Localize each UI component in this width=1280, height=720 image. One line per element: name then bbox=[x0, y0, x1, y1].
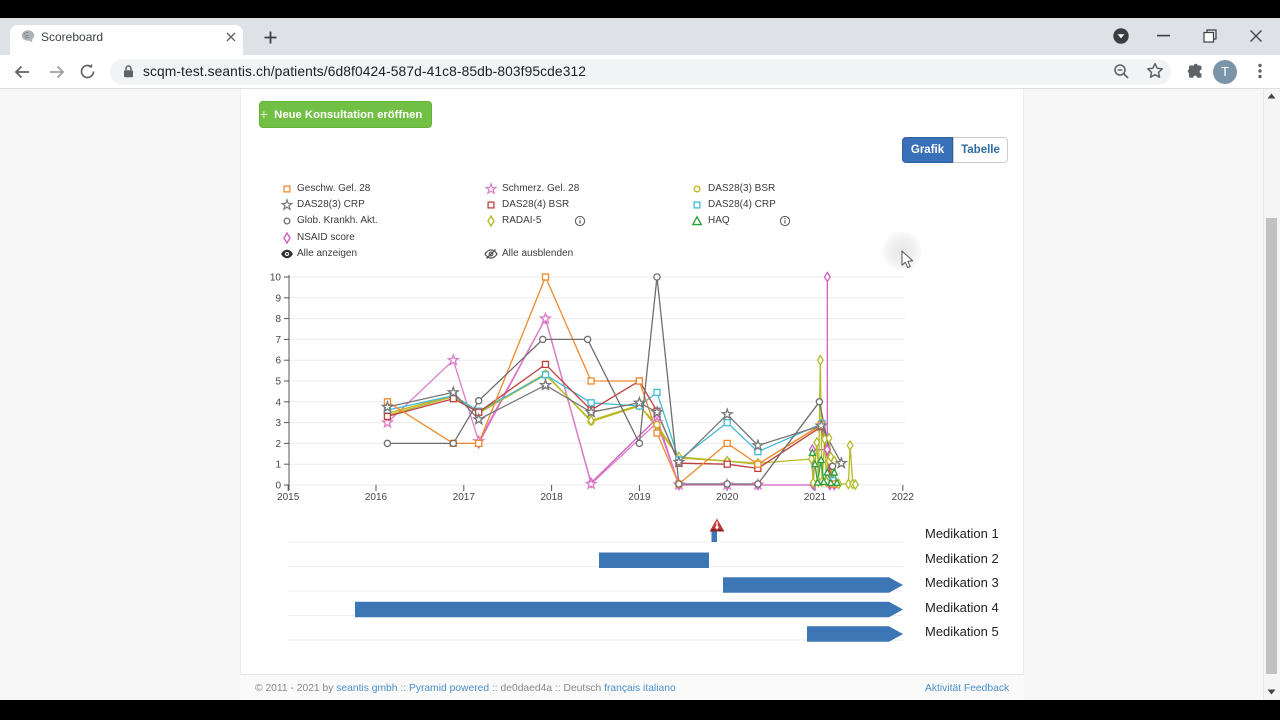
svg-text:5: 5 bbox=[275, 377, 281, 388]
svg-text:8: 8 bbox=[275, 314, 281, 325]
svg-text:3: 3 bbox=[275, 418, 281, 429]
svg-text:2018: 2018 bbox=[540, 492, 563, 503]
svg-text:10: 10 bbox=[270, 273, 282, 284]
svg-text:1: 1 bbox=[275, 460, 281, 471]
svg-text:9: 9 bbox=[275, 293, 281, 304]
svg-text:2019: 2019 bbox=[628, 492, 651, 503]
svg-text:2020: 2020 bbox=[716, 492, 739, 503]
svg-text:2016: 2016 bbox=[365, 492, 388, 503]
svg-text:2022: 2022 bbox=[892, 492, 915, 503]
svg-text:2021: 2021 bbox=[804, 492, 827, 503]
svg-text:6: 6 bbox=[275, 356, 281, 367]
svg-text:0: 0 bbox=[275, 481, 281, 492]
svg-text:7: 7 bbox=[275, 335, 281, 346]
svg-text:2015: 2015 bbox=[277, 492, 300, 503]
svg-text:2017: 2017 bbox=[453, 492, 476, 503]
svg-text:2: 2 bbox=[275, 439, 281, 450]
svg-text:4: 4 bbox=[275, 397, 281, 408]
